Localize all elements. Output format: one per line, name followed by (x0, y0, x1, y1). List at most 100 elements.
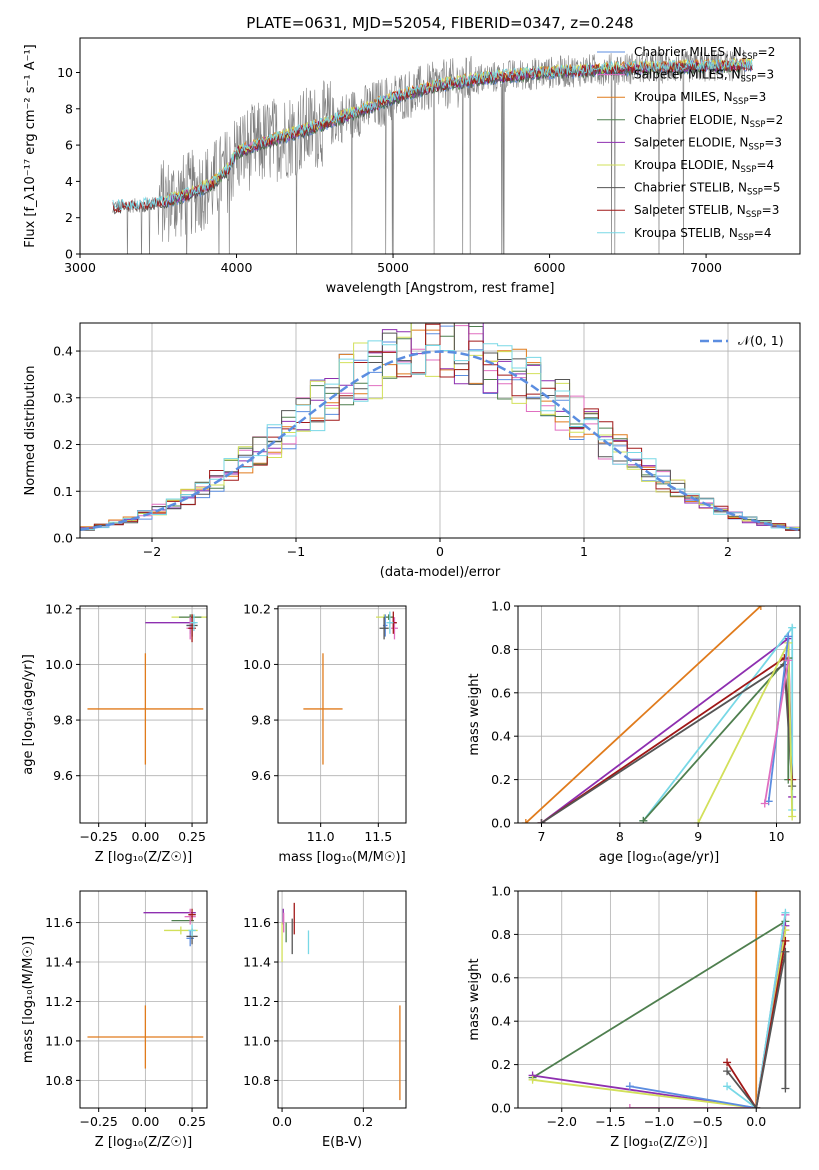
legend-label: Salpeter MILES, NSSP=3 (634, 68, 774, 85)
residual-histogram-ylabel: Normed distribution (23, 366, 38, 496)
mass-vs-Z-ytick-label: 11.6 (45, 915, 73, 930)
age-vs-Z-xtick-label: 0.25 (178, 829, 206, 844)
weight-line-salpeter-miles (763, 660, 790, 804)
weight-marker (781, 947, 790, 956)
residual-histogram-plot-area (80, 323, 800, 538)
age-vs-Z-ytick-label: 10.0 (45, 657, 73, 672)
residual-histogram-panel: −2 −1 0 1 2 0.0 0.1 0.2 0.3 0.4 (data-model)/error… (23, 322, 801, 580)
weight-marker (752, 1104, 761, 1108)
spectrum-plot-area (112, 49, 753, 254)
massweight-vs-Z-xtick-label: 0.0 (746, 1114, 766, 1129)
spectrum-xtick-label: 5000 (377, 260, 409, 275)
massweight-vs-Z-xtick-label: −2.0 (547, 1114, 577, 1129)
mass-vs-EBV-xtick-label: 0.0 (272, 1114, 292, 1129)
massweight-vs-age-xtick-label: 8 (616, 829, 624, 844)
spectrum-ytick-label: 10 (57, 65, 73, 80)
mass-vs-EBV-ytick-label: 11.2 (243, 994, 271, 1009)
age-vs-mass-ytick-label: 9.6 (251, 768, 271, 783)
weight-marker (784, 632, 793, 641)
age-vs-Z-ylabel: age [log₁₀(age/yr)] (21, 654, 36, 775)
spectrum-frame (79, 37, 801, 255)
mass-vs-EBV-ytick-label: 11.6 (243, 915, 271, 930)
residual-histogram-xtick-label: −2 (143, 544, 161, 559)
legend-label: Salpeter STELIB, NSSP=3 (634, 203, 779, 220)
mass-vs-Z-xtick-label: 0.00 (131, 1114, 159, 1129)
massweight-vs-Z-ytick-label: 0.8 (491, 927, 511, 942)
age-vs-Z-xtick-label: −0.25 (80, 829, 118, 844)
massweight-vs-age-frame (517, 605, 801, 824)
mass-vs-Z-ytick-label: 11.4 (45, 955, 73, 970)
weight-marker (521, 819, 530, 823)
massweight-vs-Z-xtick-label: −1.5 (595, 1114, 625, 1129)
weight-line-salpeter-stelib (726, 940, 787, 1108)
residual-histogram-xtick-label: −1 (287, 544, 305, 559)
massweight-vs-age-ylabel: mass weight (467, 673, 482, 755)
weight-marker (528, 1075, 537, 1084)
legend-label: 𝒩(0, 1) (738, 333, 784, 348)
spectrum-ytick-label: 8 (65, 101, 73, 116)
massweight-vs-Z-ytick-label: 0.0 (491, 1101, 511, 1116)
legend-label: Salpeter ELODIE, NSSP=3 (634, 135, 782, 152)
model-spectrum-chabrier-stelib (112, 61, 753, 215)
mass-vs-Z-ytick-label: 11.0 (45, 1033, 73, 1048)
massweight-vs-age-ytick-label: 0.4 (491, 729, 511, 744)
spectrum-ytick-label: 4 (65, 174, 73, 189)
mass-vs-Z-ytick-label: 10.8 (45, 1073, 73, 1088)
mass-vs-Z-xtick-label: 0.25 (178, 1114, 206, 1129)
mass-vs-Z-xtick-label: −0.25 (80, 1114, 118, 1129)
weight-line-chabrier-stelib (726, 951, 787, 1108)
spectrum-panel: 3000 4000 5000 6000 7000 0 2 4 6 8 10 wavelength [A… (23, 37, 801, 296)
weight-marker (781, 908, 790, 917)
residual-histogram-ytick-label: 0.4 (53, 344, 73, 359)
mass-vs-Z-xlabel: Z [log₁₀(Z/Z☉)] (95, 1135, 192, 1150)
figure-title: PLATE=0631, MJD=52054, FIBERID=0347, z=0… (246, 14, 633, 32)
massweight-vs-age-xtick-label: 7 (538, 829, 546, 844)
massweight-vs-age-plot-area (518, 606, 800, 823)
spectrum-xtick-label: 4000 (221, 260, 253, 275)
weight-marker (625, 1104, 634, 1108)
residual-histogram-ytick-label: 0.3 (53, 390, 73, 405)
massweight-vs-age-panel: 7 8 9 10 0.0 0.2 0.4 0.6 0.8 1.0 age [log₁₀(age/yr… (467, 599, 801, 865)
mass-vs-EBV-xtick-label: 0.2 (353, 1114, 373, 1129)
age-vs-mass-panel: 11.0 11.5 9.6 9.8 10.0 10.2 mass [log₁₀(M/M☉)] (243, 601, 407, 865)
weight-marker (723, 1082, 732, 1091)
spectrum-xtick-label: 3000 (64, 260, 96, 275)
spectrum-ytick-label: 6 (65, 138, 73, 153)
age-vs-mass-frame (277, 605, 407, 824)
massweight-vs-age-ytick-label: 0.8 (491, 642, 511, 657)
spectrum-xtick-label: 6000 (534, 260, 566, 275)
weight-line-kroupa-elodie (532, 929, 787, 1108)
gaussian-curve (80, 350, 800, 532)
age-vs-Z-xtick-label: 0.00 (131, 829, 159, 844)
spectrum-xlabel: wavelength [Angstrom, rest frame] (326, 281, 555, 296)
massweight-vs-Z-ytick-label: 0.2 (491, 1057, 511, 1072)
weight-marker (756, 606, 765, 610)
mass-vs-EBV-panel: 0.0 0.2 10.8 11.0 11.2 11.4 11.6 E(B-V) (243, 890, 407, 1150)
residual-histogram-xtick-label: 0 (436, 544, 444, 559)
weight-marker (723, 1067, 732, 1076)
massweight-vs-age-ytick-label: 0.2 (491, 772, 511, 787)
massweight-vs-Z-plot-area (518, 891, 800, 1108)
weight-marker (781, 936, 790, 945)
spectrum-xtick-label: 7000 (690, 260, 722, 275)
weight-marker (639, 816, 648, 823)
age-vs-mass-ytick-label: 10.2 (243, 601, 271, 616)
massweight-vs-Z-ytick-label: 0.6 (491, 970, 511, 985)
legend-label: Kroupa ELODIE, NSSP=4 (634, 158, 774, 175)
weight-line-chabrier-stelib (541, 663, 794, 823)
mass-vs-Z-ylabel: mass [log₁₀(M/M☉)] (21, 936, 36, 1063)
massweight-vs-Z-xtick-label: −0.5 (692, 1114, 722, 1129)
histogram-kroupa-stelib (80, 340, 800, 530)
weight-marker (625, 1082, 634, 1091)
residual-histogram-ytick-label: 0.2 (53, 437, 73, 452)
massweight-vs-Z-ylabel: mass weight (467, 958, 482, 1040)
age-vs-mass-plot-area (278, 606, 406, 823)
massweight-vs-age-xtick-label: 9 (694, 829, 702, 844)
age-vs-Z-panel: −0.25 0.00 0.25 9.6 9.8 10.0 10.2 Z [log₁₀(Z/Z☉… (21, 601, 208, 865)
massweight-vs-Z-ytick-label: 1.0 (491, 884, 511, 899)
massweight-vs-Z-xtick-label: −1.0 (644, 1114, 674, 1129)
age-vs-mass-xtick-label: 11.0 (307, 829, 335, 844)
mass-vs-EBV-xlabel: E(B-V) (322, 1135, 362, 1150)
weight-marker (694, 819, 703, 823)
